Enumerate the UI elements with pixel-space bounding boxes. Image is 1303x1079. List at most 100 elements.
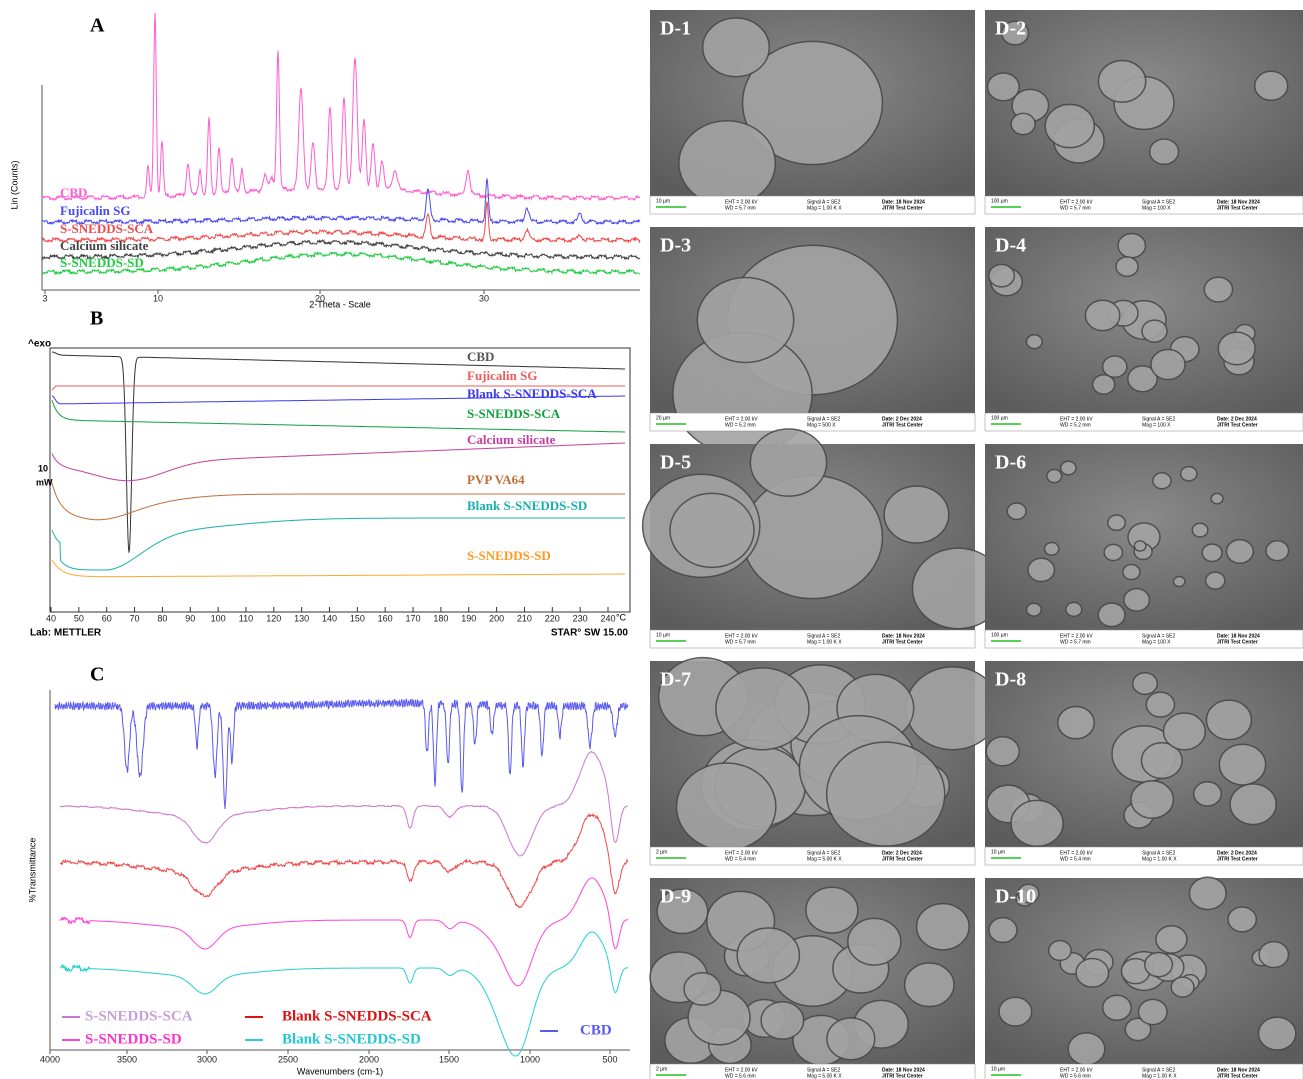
x-tick-label: 3	[42, 293, 47, 303]
scale-label: 10 µm	[991, 849, 1005, 855]
scale-unit: mW	[36, 477, 53, 487]
legend-label: Blank S-SNEDDS-SCA	[282, 1008, 432, 1024]
panel-label: C	[90, 664, 104, 686]
particle	[743, 475, 883, 598]
info: JITRI Test Center	[882, 639, 923, 645]
particle	[1085, 300, 1119, 330]
info: JITRI Test Center	[882, 1073, 923, 1079]
sem-label: D-5	[660, 452, 691, 474]
info: WD = 5.4 mm	[1060, 856, 1091, 862]
scale-label: 100 µm	[991, 198, 1008, 204]
particle	[827, 1018, 875, 1060]
x-tick-label: 10	[153, 293, 163, 303]
scale-label: 2 µm	[656, 1066, 667, 1072]
x-tick-label: 150	[350, 613, 365, 623]
footer: Lab: METTLER	[30, 628, 102, 639]
particle	[1103, 356, 1127, 377]
legend-label: PVP VA64	[467, 472, 525, 487]
particle	[1011, 113, 1035, 134]
x-tick-label: 70	[130, 613, 140, 623]
x-tick-label: 220	[545, 613, 560, 623]
particle	[1134, 541, 1146, 551]
particle	[989, 918, 1017, 943]
scale-label: 100 µm	[991, 415, 1008, 421]
spectrum-curve	[52, 443, 625, 481]
particle	[1116, 257, 1138, 276]
legend-label: Blank S-SNEDDS-SD	[282, 1031, 421, 1047]
x-tick-label: 2000	[359, 1054, 379, 1064]
spectrum-curve	[60, 814, 628, 907]
particle	[827, 742, 945, 846]
particle	[1226, 540, 1253, 564]
particle	[1027, 603, 1042, 616]
spectrum-curve	[60, 752, 628, 856]
particle	[1230, 784, 1276, 825]
info: Mag = 1.00 K X	[1142, 856, 1177, 862]
legend-label: S-SNEDDS-SD	[467, 548, 551, 563]
x-tick-label: 2500	[278, 1054, 298, 1064]
particle	[999, 997, 1032, 1026]
particle	[1044, 543, 1058, 556]
particle	[1218, 332, 1255, 365]
particle	[1192, 523, 1208, 537]
particle	[750, 429, 826, 496]
x-tick-label: 210	[517, 613, 532, 623]
x-tick-label: 100	[211, 613, 226, 623]
particle	[716, 668, 809, 750]
particle	[1219, 744, 1265, 785]
particle	[737, 928, 799, 983]
particle	[1189, 877, 1226, 909]
info: Mag = 100 X	[1142, 639, 1171, 645]
particle	[1146, 692, 1174, 717]
panel-label: A	[90, 15, 105, 37]
particle	[986, 737, 1019, 766]
particle	[684, 973, 721, 1005]
particle	[1259, 942, 1288, 968]
particle	[1206, 572, 1225, 589]
particle	[1098, 61, 1145, 103]
legend-label: CBD	[580, 1022, 612, 1038]
particle	[1131, 781, 1174, 818]
info: JITRI Test Center	[882, 205, 923, 211]
info: WD = 5.2 mm	[1060, 422, 1091, 428]
particle	[1228, 907, 1256, 932]
x-tick-label: 3500	[117, 1054, 137, 1064]
info: JITRI Test Center	[1217, 205, 1258, 211]
legend-label: S-SNEDDS-SD	[60, 255, 144, 270]
x-tick-label: 1500	[439, 1054, 459, 1064]
sem-label: D-2	[995, 18, 1026, 40]
info: Mag = 1.00 K X	[1142, 1073, 1177, 1079]
spectrum-curve	[60, 878, 628, 986]
particle	[1068, 1033, 1105, 1065]
particle	[1194, 782, 1222, 806]
sem-label: D-9	[660, 886, 691, 908]
x-tick-label: 140	[322, 613, 337, 623]
info: Mag = 5.00 K X	[807, 1073, 842, 1079]
particle	[1173, 576, 1184, 586]
scale-label: 2 µm	[656, 849, 667, 855]
particle	[1061, 461, 1076, 475]
info: JITRI Test Center	[1217, 1073, 1258, 1079]
x-tick-label: 20	[315, 293, 325, 303]
particle	[1163, 713, 1205, 750]
particle	[1151, 350, 1185, 380]
info: Mag = 500 X	[807, 422, 836, 428]
x-tick-label: 240	[600, 613, 615, 623]
spectrum-curve	[42, 179, 640, 224]
legend-label: S-SNEDDS-SCA	[467, 406, 561, 421]
particle	[1058, 707, 1095, 739]
particle	[1142, 320, 1167, 342]
info: JITRI Test Center	[1217, 422, 1258, 428]
legend-label: Blank S-SNEDDS-SCA	[467, 386, 597, 401]
x-tick-label: 50	[74, 613, 84, 623]
exo-label: ^exo	[28, 339, 51, 350]
particle	[1011, 800, 1063, 846]
scale-label: 20 µm	[656, 415, 670, 421]
legend-label: Blank S-SNEDDS-SD	[467, 498, 587, 513]
x-tick-label: 40	[46, 613, 56, 623]
info: JITRI Test Center	[882, 422, 923, 428]
info: Mag = 1.00 K X	[807, 205, 842, 211]
sem-label: D-10	[995, 886, 1036, 908]
scale-value: 10	[38, 463, 48, 473]
scale-label: 10 µm	[991, 1066, 1005, 1072]
